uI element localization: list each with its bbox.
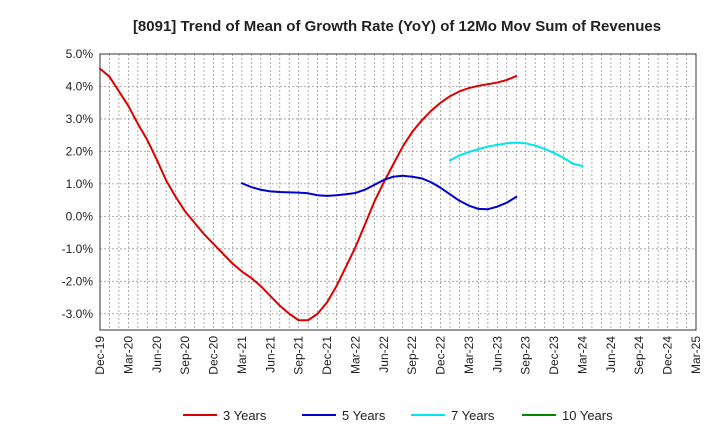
x-tick-label: Mar-24 bbox=[575, 336, 589, 374]
x-tick-label: Dec-21 bbox=[320, 336, 334, 375]
legend-label: 5 Years bbox=[342, 408, 386, 423]
legend-label: 7 Years bbox=[451, 408, 495, 423]
y-tick-label: 3.0% bbox=[66, 112, 94, 126]
y-tick-label: -1.0% bbox=[62, 242, 94, 256]
x-tick-label: Mar-25 bbox=[689, 336, 703, 374]
legend-label: 10 Years bbox=[562, 408, 613, 423]
x-tick-label: Sep-22 bbox=[405, 336, 419, 375]
y-tick-label: 1.0% bbox=[66, 177, 94, 191]
legend: 3 Years 5 Years 7 Years 10 Years bbox=[183, 408, 613, 423]
x-tick-label: Jun-22 bbox=[377, 336, 391, 373]
x-tick-label: Dec-24 bbox=[661, 336, 675, 375]
x-tick-label: Sep-20 bbox=[178, 336, 192, 375]
x-tick-label: Mar-20 bbox=[121, 336, 135, 374]
x-tick-label: Jun-20 bbox=[150, 336, 164, 373]
plot-frame bbox=[99, 53, 697, 331]
y-axis-ticks: 5.0% 4.0% 3.0% 2.0% 1.0% 0.0% -1.0% -2.0% -3.0% bbox=[62, 47, 94, 321]
y-tick-label: 5.0% bbox=[66, 47, 94, 61]
x-tick-label: Jun-21 bbox=[263, 336, 277, 373]
series-line-3-years bbox=[99, 67, 518, 322]
x-tick-label: Dec-19 bbox=[93, 336, 107, 375]
y-tick-label: 4.0% bbox=[66, 79, 94, 93]
x-tick-label: Mar-21 bbox=[235, 336, 249, 374]
series-lines bbox=[99, 67, 584, 322]
x-tick-label: Mar-23 bbox=[462, 336, 476, 374]
x-tick-label: Jun-24 bbox=[604, 336, 618, 373]
x-tick-label: Sep-23 bbox=[519, 336, 533, 375]
chart-title: [8091] Trend of Mean of Growth Rate (YoY… bbox=[133, 18, 661, 35]
x-tick-label: Sep-24 bbox=[632, 336, 646, 375]
x-tick-label: Jun-23 bbox=[490, 336, 504, 373]
x-tick-label: Dec-22 bbox=[434, 336, 448, 375]
x-tick-label: Dec-23 bbox=[547, 336, 561, 375]
y-tick-label: -3.0% bbox=[62, 307, 94, 321]
series-line-5-years bbox=[240, 174, 518, 211]
x-axis-ticks: Dec-19 Mar-20 Jun-20 Sep-20 Dec-20 Mar-21 Jun-… bbox=[93, 336, 703, 375]
x-tick-label: Dec-20 bbox=[207, 336, 221, 375]
y-tick-label: 2.0% bbox=[66, 144, 94, 158]
x-tick-label: Mar-22 bbox=[348, 336, 362, 374]
x-tick-label: Sep-21 bbox=[292, 336, 306, 375]
series-line-7-years bbox=[449, 141, 584, 168]
legend-label: 3 Years bbox=[223, 408, 267, 423]
y-tick-label: 0.0% bbox=[66, 209, 94, 223]
y-tick-label: -2.0% bbox=[62, 274, 94, 288]
grid bbox=[100, 53, 696, 330]
